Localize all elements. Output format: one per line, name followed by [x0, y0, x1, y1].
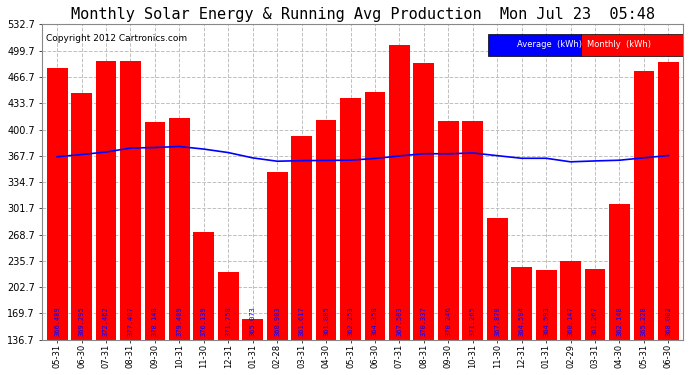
Text: 364.358: 364.358: [372, 307, 378, 336]
FancyBboxPatch shape: [488, 34, 580, 56]
Text: 368.002: 368.002: [665, 307, 671, 336]
Text: 377.407: 377.407: [128, 307, 133, 336]
Bar: [120, 61, 141, 340]
Text: 362.253: 362.253: [348, 307, 353, 336]
Text: 365.228: 365.228: [641, 307, 647, 336]
Bar: [316, 120, 337, 340]
Text: Monthly  (kWh): Monthly (kWh): [587, 40, 651, 50]
Text: 367.503: 367.503: [397, 307, 402, 336]
Text: 369.295: 369.295: [79, 307, 85, 336]
Text: 361.617: 361.617: [299, 307, 304, 336]
Text: 360.903: 360.903: [274, 307, 280, 336]
Bar: [609, 204, 630, 340]
Text: 372.462: 372.462: [103, 307, 109, 336]
Text: 370.246: 370.246: [445, 307, 451, 336]
Bar: [218, 272, 239, 340]
Bar: [389, 45, 410, 340]
Text: 360.147: 360.147: [568, 307, 573, 336]
Text: 364.593: 364.593: [543, 307, 549, 336]
Bar: [71, 93, 92, 340]
Bar: [658, 63, 679, 340]
FancyBboxPatch shape: [580, 34, 683, 56]
Text: 367.878: 367.878: [494, 307, 500, 336]
Bar: [364, 92, 386, 340]
Bar: [291, 136, 312, 340]
Text: 361.885: 361.885: [323, 307, 329, 336]
Text: 362.148: 362.148: [616, 307, 622, 336]
Bar: [511, 267, 532, 340]
Bar: [193, 232, 214, 340]
Text: 364.594: 364.594: [519, 307, 524, 336]
Text: Copyright 2012 Cartronics.com: Copyright 2012 Cartronics.com: [46, 34, 187, 43]
Text: 376.139: 376.139: [201, 307, 207, 336]
Bar: [267, 172, 288, 340]
Bar: [169, 118, 190, 340]
Bar: [144, 122, 166, 340]
Bar: [340, 98, 361, 340]
Bar: [413, 63, 434, 340]
Bar: [487, 217, 508, 340]
Text: 365.073: 365.073: [250, 307, 256, 336]
Bar: [96, 61, 117, 340]
Bar: [633, 71, 654, 340]
Text: 371.758: 371.758: [225, 307, 231, 336]
Bar: [584, 268, 605, 340]
Bar: [560, 261, 581, 340]
Text: 371.265: 371.265: [470, 307, 476, 336]
Bar: [242, 319, 263, 340]
Text: 366.489: 366.489: [54, 307, 60, 336]
Title: Monthly Solar Energy & Running Avg Production  Mon Jul 23  05:48: Monthly Solar Energy & Running Avg Produ…: [71, 7, 655, 22]
Bar: [535, 270, 557, 340]
Text: 370.337: 370.337: [421, 307, 427, 336]
Bar: [438, 120, 459, 340]
Bar: [462, 120, 483, 340]
Text: Average  (kWh): Average (kWh): [517, 40, 582, 50]
Text: 379.409: 379.409: [177, 307, 182, 336]
Text: 378.148: 378.148: [152, 307, 158, 336]
Text: 361.267: 361.267: [592, 307, 598, 336]
Bar: [47, 68, 68, 340]
